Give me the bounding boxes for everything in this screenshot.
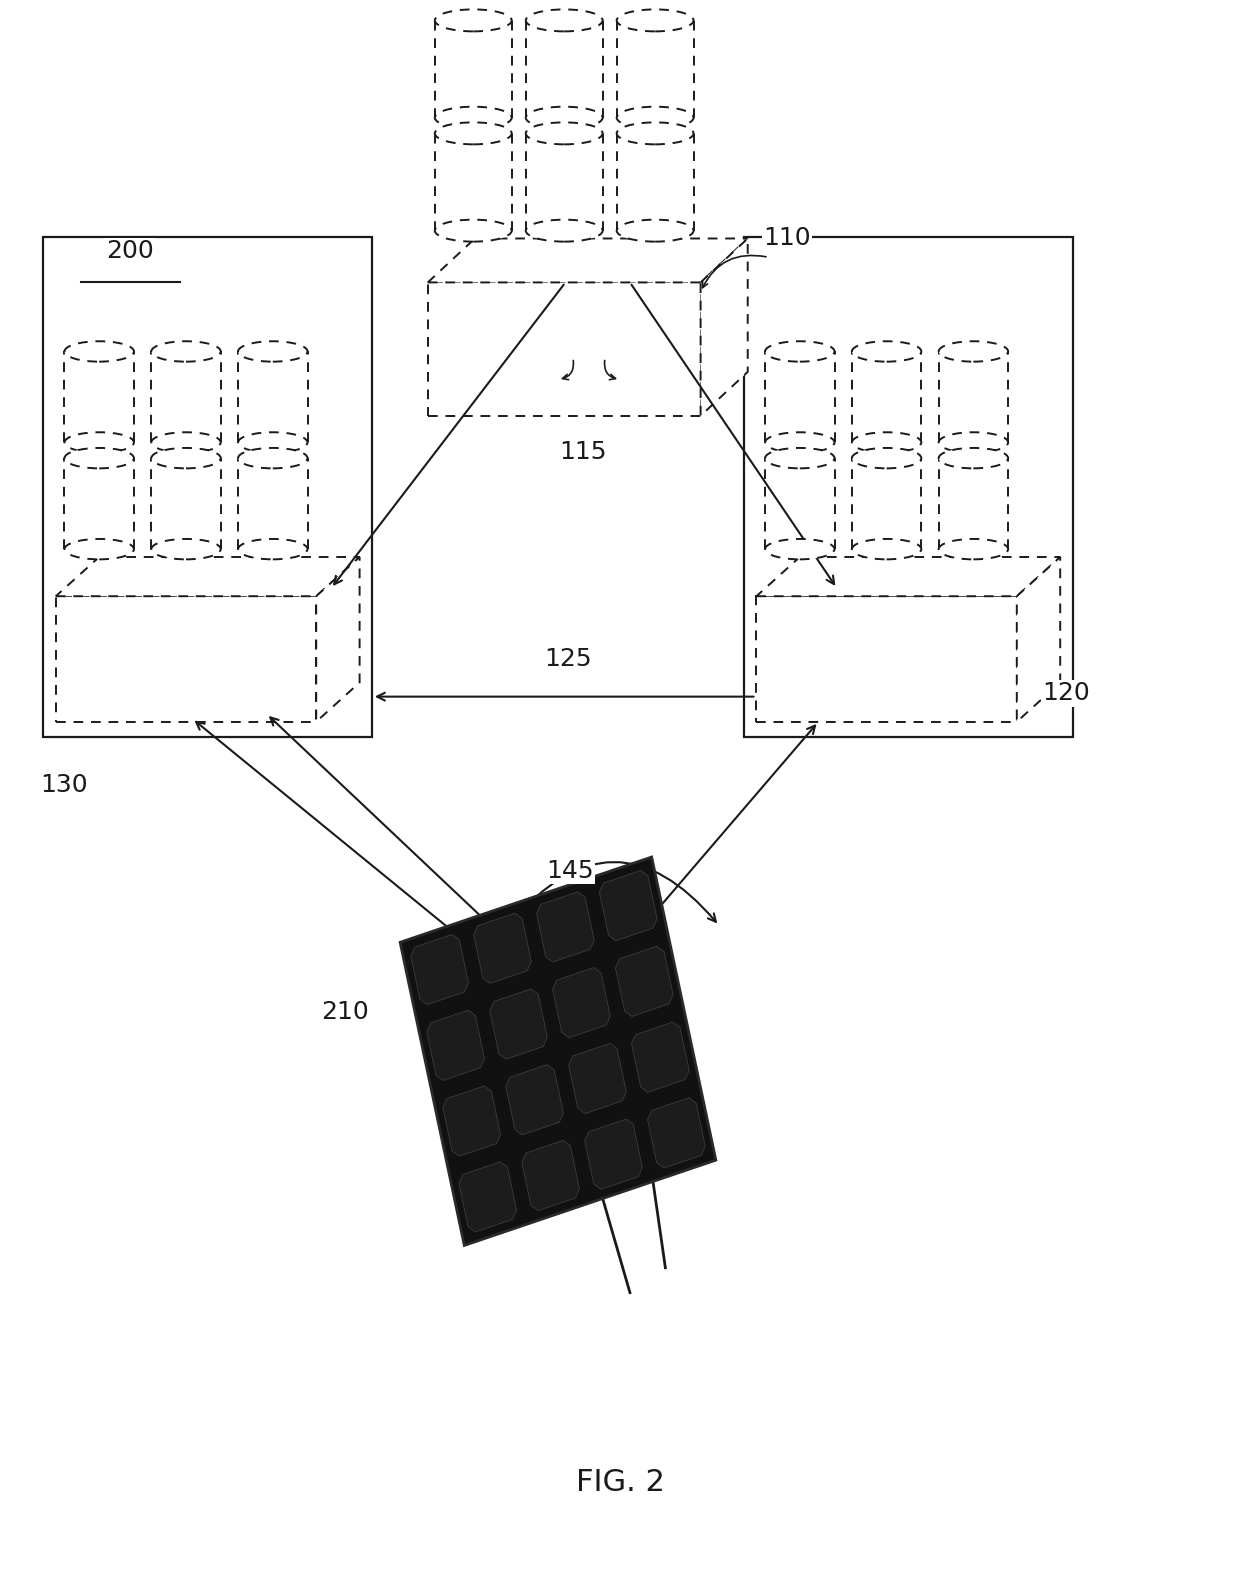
Bar <box>428 282 701 416</box>
Ellipse shape <box>939 538 1008 560</box>
Ellipse shape <box>238 340 308 361</box>
Ellipse shape <box>526 9 603 31</box>
Ellipse shape <box>852 431 921 453</box>
Ellipse shape <box>939 449 1008 468</box>
Ellipse shape <box>238 538 308 560</box>
Text: 210: 210 <box>321 999 368 1025</box>
Polygon shape <box>506 1065 563 1134</box>
Text: FIG. 2: FIG. 2 <box>575 1469 665 1497</box>
Ellipse shape <box>435 9 512 31</box>
Polygon shape <box>474 913 531 984</box>
Ellipse shape <box>238 431 308 453</box>
Polygon shape <box>443 1086 501 1156</box>
Ellipse shape <box>64 538 134 560</box>
Ellipse shape <box>616 122 693 144</box>
Ellipse shape <box>151 431 221 453</box>
Bar <box>56 596 316 722</box>
Polygon shape <box>701 238 748 416</box>
Ellipse shape <box>526 122 603 144</box>
Text: 125: 125 <box>544 646 591 672</box>
Ellipse shape <box>765 538 835 560</box>
Polygon shape <box>490 988 547 1059</box>
Bar <box>756 596 1017 722</box>
Polygon shape <box>459 1161 517 1232</box>
Polygon shape <box>537 891 594 962</box>
Ellipse shape <box>435 122 512 144</box>
Polygon shape <box>316 557 360 722</box>
Polygon shape <box>647 1098 706 1167</box>
Ellipse shape <box>151 449 221 468</box>
Ellipse shape <box>852 340 921 361</box>
Polygon shape <box>553 968 610 1037</box>
Polygon shape <box>756 557 1060 596</box>
Ellipse shape <box>852 538 921 560</box>
Polygon shape <box>427 1010 485 1081</box>
Ellipse shape <box>616 107 693 129</box>
Text: 120: 120 <box>1043 681 1090 706</box>
Ellipse shape <box>616 220 693 242</box>
Polygon shape <box>428 238 748 282</box>
Bar <box>43 237 372 737</box>
Polygon shape <box>1017 557 1060 722</box>
Ellipse shape <box>526 220 603 242</box>
Polygon shape <box>410 935 469 1004</box>
Polygon shape <box>401 857 715 1246</box>
Polygon shape <box>631 1021 689 1092</box>
Polygon shape <box>585 1119 642 1189</box>
Ellipse shape <box>526 107 603 129</box>
Text: 200: 200 <box>107 238 154 264</box>
Polygon shape <box>615 946 673 1017</box>
Text: 130: 130 <box>41 772 88 797</box>
Text: 145: 145 <box>547 858 594 883</box>
Ellipse shape <box>64 340 134 361</box>
Text: 110: 110 <box>764 226 811 251</box>
Ellipse shape <box>238 449 308 468</box>
Ellipse shape <box>939 431 1008 453</box>
Ellipse shape <box>64 449 134 468</box>
Ellipse shape <box>151 538 221 560</box>
Ellipse shape <box>435 107 512 129</box>
Ellipse shape <box>64 431 134 453</box>
Bar <box>744 237 1073 737</box>
Ellipse shape <box>765 449 835 468</box>
Ellipse shape <box>765 431 835 453</box>
Polygon shape <box>599 871 657 941</box>
Polygon shape <box>522 1141 579 1211</box>
Text: 115: 115 <box>559 439 606 464</box>
Ellipse shape <box>151 340 221 361</box>
Ellipse shape <box>616 9 693 31</box>
Polygon shape <box>569 1043 626 1114</box>
Polygon shape <box>56 557 360 596</box>
Ellipse shape <box>939 340 1008 361</box>
Ellipse shape <box>765 340 835 361</box>
Ellipse shape <box>435 220 512 242</box>
Ellipse shape <box>852 449 921 468</box>
